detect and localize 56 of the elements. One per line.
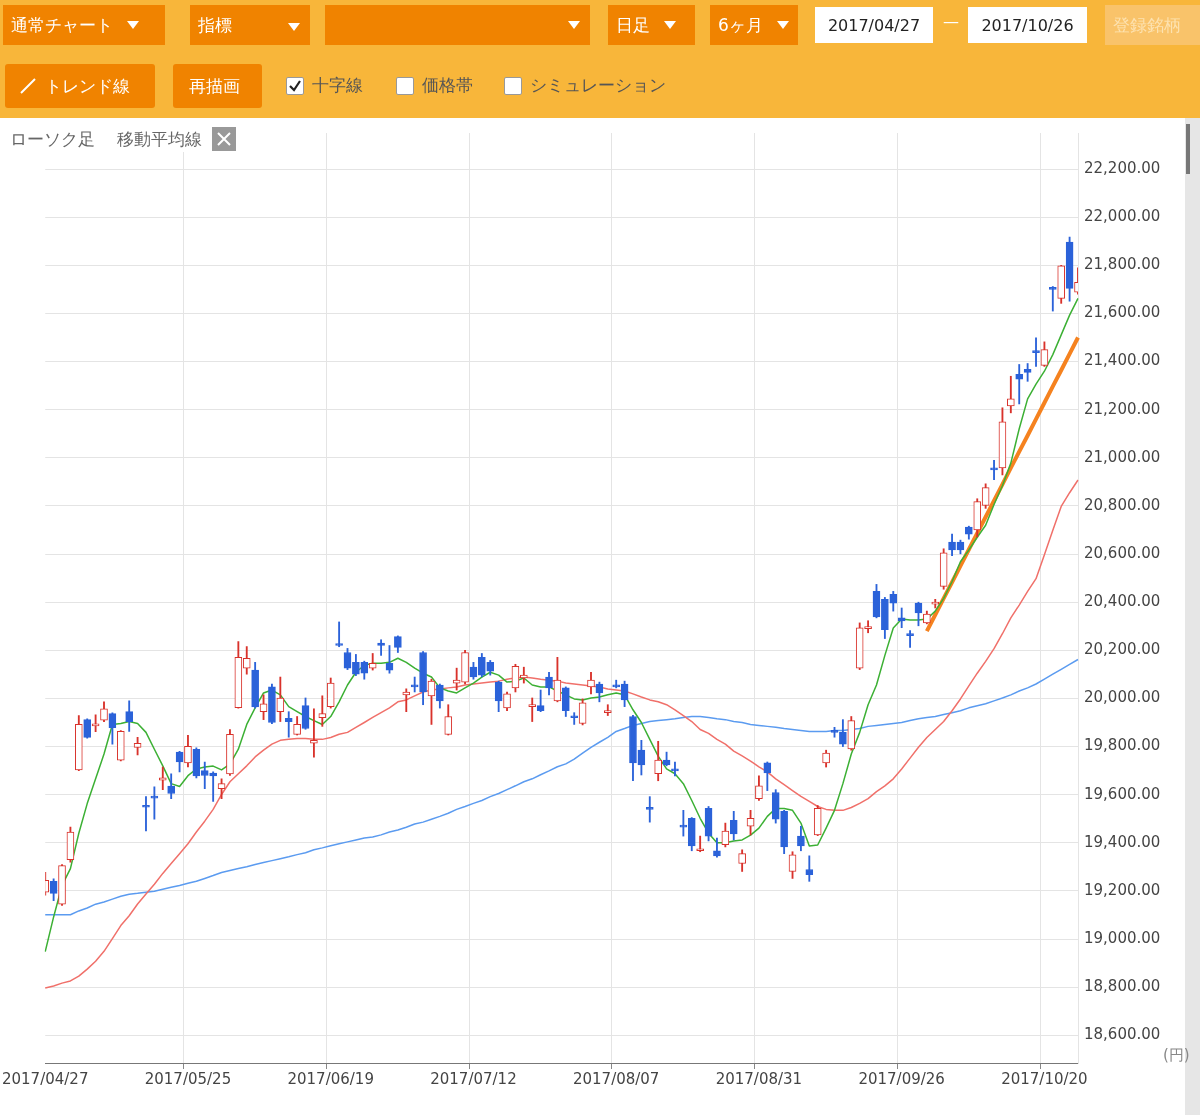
y-tick-label: 20,000.00 bbox=[1084, 688, 1161, 707]
x-tick-label: 2017/09/26 bbox=[858, 1069, 945, 1088]
y-tick-label: 20,200.00 bbox=[1084, 640, 1161, 659]
text: 通常チャート bbox=[3, 5, 165, 45]
text: 指標 bbox=[198, 13, 233, 37]
text: シミュレーション bbox=[529, 74, 666, 97]
x-tick-label: 2017/05/25 bbox=[144, 1069, 232, 1088]
text: 日足 bbox=[608, 5, 695, 45]
text: 6ヶ月 bbox=[710, 5, 798, 45]
candlestick bbox=[645, 796, 654, 823]
candlestick bbox=[310, 708, 318, 758]
text: — bbox=[942, 12, 960, 31]
x-tick-label: 2017/08/31 bbox=[715, 1069, 803, 1088]
y-tick-label: 21,600.00 bbox=[1084, 303, 1161, 322]
y-tick-label: 22,200.00 bbox=[1084, 158, 1161, 177]
x-tick-label: 2017/07/12 bbox=[430, 1069, 517, 1088]
y-axis-title: (円) bbox=[1163, 1046, 1190, 1065]
y-tick-label: 21,200.00 bbox=[1084, 399, 1161, 418]
candlestick bbox=[1048, 286, 1057, 312]
y-tick-label: 19,400.00 bbox=[1084, 832, 1161, 851]
text: 再描画 bbox=[173, 64, 262, 108]
candlestick bbox=[158, 766, 167, 790]
candlestick bbox=[318, 695, 327, 727]
candlestick bbox=[1015, 364, 1024, 405]
candlestick bbox=[906, 630, 914, 648]
candlestick bbox=[528, 697, 537, 722]
y-tick-label: 19,800.00 bbox=[1084, 736, 1161, 755]
y-tick-label: 19,000.00 bbox=[1084, 928, 1161, 947]
text: 十字線 bbox=[311, 74, 363, 97]
candlestick bbox=[284, 711, 293, 738]
annotation: ローソク足 bbox=[10, 127, 95, 151]
x-tick-label: 2017/06/19 bbox=[287, 1069, 374, 1088]
y-tick-label: 20,600.00 bbox=[1084, 543, 1161, 562]
candlestick bbox=[335, 621, 343, 648]
y-tick-label: 19,200.00 bbox=[1084, 880, 1161, 899]
y-tick-label: 22,000.00 bbox=[1084, 207, 1161, 226]
text: 登録銘柄 bbox=[1105, 5, 1200, 45]
x-tick-label: 2017/08/07 bbox=[572, 1069, 660, 1088]
y-tick-label: 21,800.00 bbox=[1084, 255, 1161, 274]
y-tick-label: 19,600.00 bbox=[1084, 784, 1161, 803]
y-tick-label: 21,400.00 bbox=[1084, 351, 1161, 370]
text: 2017/04/27 bbox=[815, 7, 933, 43]
text: 価格帯 bbox=[421, 74, 473, 97]
candlestick bbox=[142, 796, 150, 832]
annotation: 移動平均線 bbox=[117, 127, 202, 151]
x-tick-label: 2017/10/20 bbox=[1001, 1069, 1088, 1088]
y-tick-label: 18,800.00 bbox=[1084, 977, 1161, 996]
text: トレンド線 bbox=[5, 64, 155, 108]
y-tick-label: 21,000.00 bbox=[1084, 447, 1161, 466]
y-tick-label: 20,800.00 bbox=[1084, 495, 1161, 514]
text: 2017/10/26 bbox=[968, 7, 1087, 43]
candlestick bbox=[377, 639, 385, 656]
x-tick-label: 2017/04/27 bbox=[1, 1069, 89, 1088]
y-tick-label: 20,400.00 bbox=[1084, 592, 1161, 611]
y-tick-label: 18,600.00 bbox=[1084, 1025, 1161, 1044]
candlestick bbox=[1032, 337, 1040, 367]
